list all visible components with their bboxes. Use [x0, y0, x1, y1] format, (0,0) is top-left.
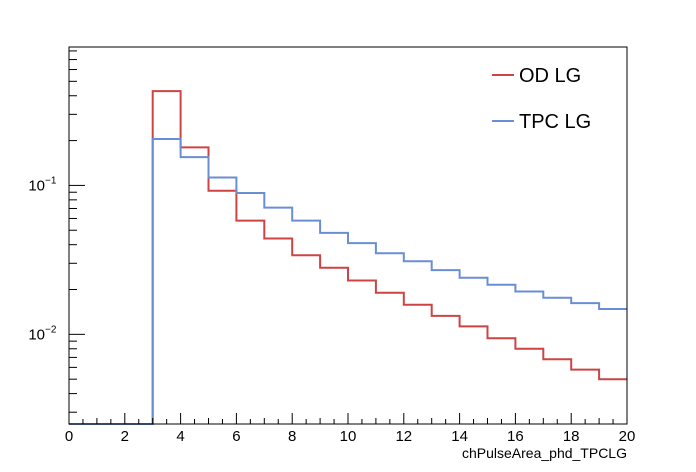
x-tick-label: 16: [507, 428, 524, 445]
y-tick-label: 10 −1: [28, 175, 57, 194]
series-layer: [69, 90, 627, 425]
x-tick-label: 6: [232, 428, 240, 445]
x-tick-label: 2: [121, 428, 129, 445]
x-tick-label: 10: [340, 428, 357, 445]
legend-label-od-lg: OD LG: [519, 65, 581, 87]
legend-label-tpc-lg: TPC LG: [519, 111, 591, 133]
x-axis-title: chPulseArea_phd_TPCLG: [462, 445, 627, 461]
x-tick-label: 14: [451, 428, 468, 445]
series-tpc-lg-line: [69, 138, 627, 425]
plot-frame: [68, 46, 628, 425]
x-tick-label: 4: [176, 428, 184, 445]
y-tick-label-exponent: −2: [45, 324, 57, 335]
legend: OD LG TPC LG: [492, 65, 591, 133]
y-tick-label-exponent: −1: [45, 175, 57, 186]
x-tick-label: 12: [395, 428, 412, 445]
x-tick-label: 8: [288, 428, 296, 445]
y-tick-label-base: 10: [28, 177, 45, 194]
series-od-lg-line: [69, 90, 627, 425]
x-tick-labels: 0 2 4 6 8 10 12 14 16 18 20: [65, 428, 636, 445]
y-tick-label-base: 10: [28, 326, 45, 343]
y-tick-labels: 10−110−2: [28, 175, 57, 343]
x-tick-label: 0: [65, 428, 73, 445]
y-tick-label: 10 −2: [28, 324, 57, 343]
x-tick-label: 20: [619, 428, 636, 445]
x-tick-label: 18: [563, 428, 580, 445]
